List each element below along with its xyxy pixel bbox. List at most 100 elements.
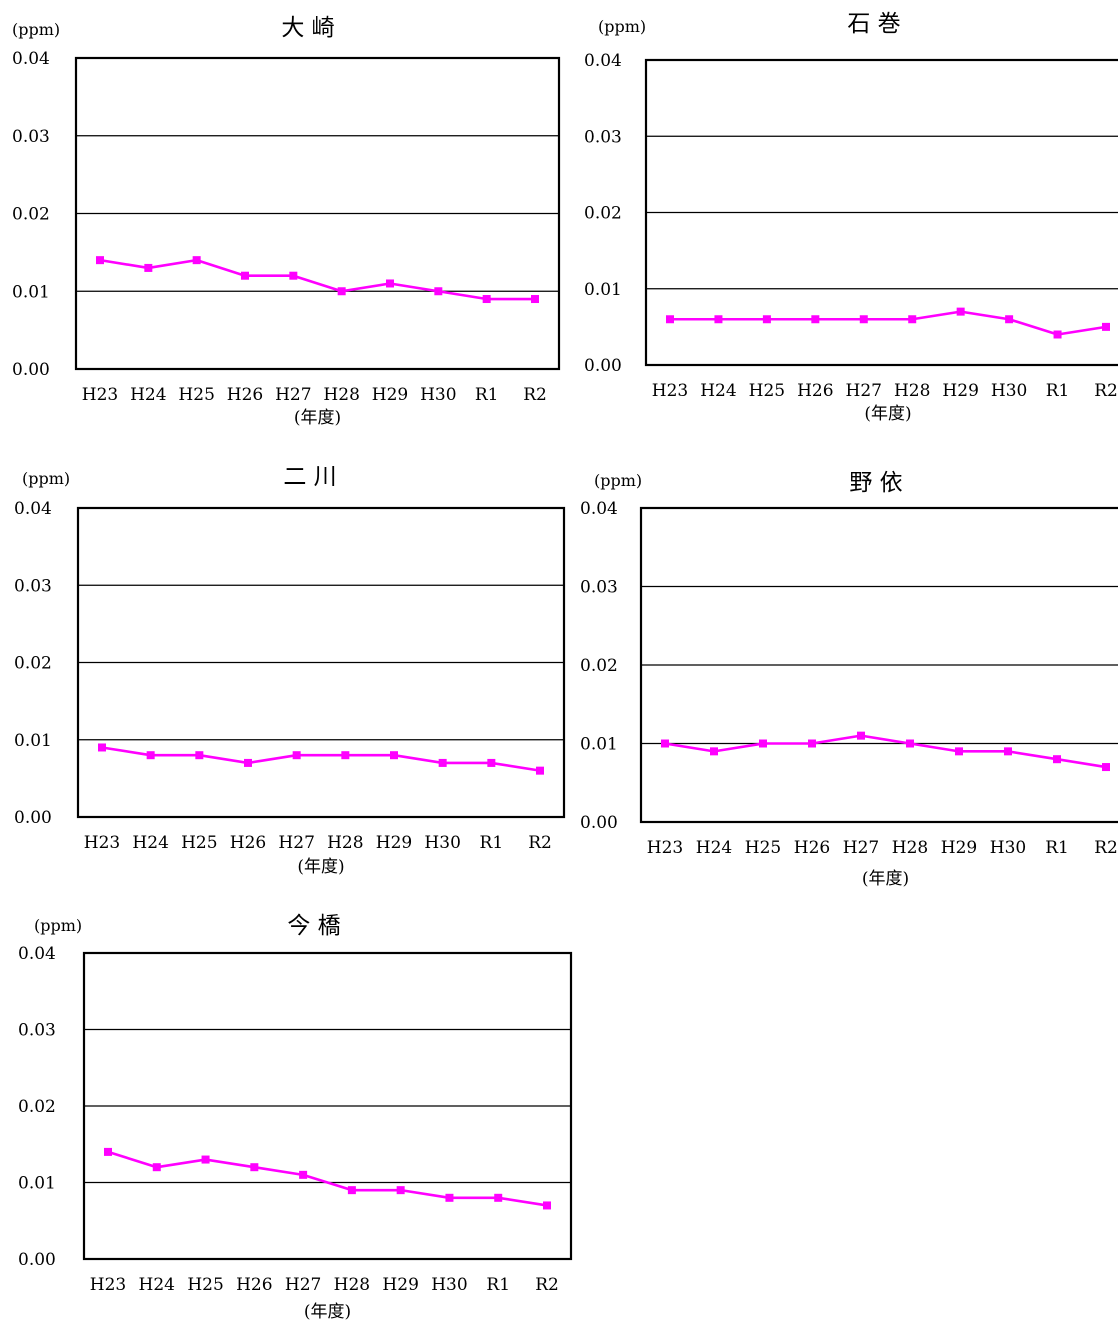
chart-title: 今 橋 — [287, 913, 340, 939]
x-tick-label: H28 — [894, 381, 930, 401]
x-tick-label: H26 — [797, 381, 833, 401]
data-point — [104, 1147, 112, 1156]
data-point — [1005, 315, 1014, 324]
data-point — [811, 315, 820, 324]
data-point — [1004, 747, 1012, 756]
x-tick-label: R2 — [523, 385, 547, 405]
data-point — [292, 751, 301, 760]
data-point — [98, 743, 106, 752]
x-tick-label: H25 — [187, 1275, 223, 1295]
data-point — [434, 287, 443, 296]
y-unit-label: (ppm) — [594, 471, 642, 490]
x-tick-label: R1 — [1045, 838, 1069, 858]
x-tick-label: H24 — [700, 381, 736, 401]
chart-panel-1: 0.00 0.01 0.02 0.03 0.04 大 崎 (ppm) H23 H24 H25 H26… — [12, 15, 561, 428]
series-line — [99, 258, 535, 301]
data-point — [482, 295, 491, 304]
plot-frame — [76, 506, 566, 819]
data-point — [250, 1163, 259, 1172]
y-tick-label: 0.03 — [12, 127, 50, 147]
data-point — [661, 739, 669, 748]
data-point — [244, 758, 252, 767]
x-tick-label: H23 — [90, 1275, 126, 1295]
x-tick-label: H27 — [278, 833, 314, 853]
x-axis-label: (年度) — [862, 869, 909, 889]
y-unit-label: (ppm) — [34, 916, 82, 935]
data-point — [908, 315, 917, 324]
y-tick-label: 0.03 — [18, 1021, 56, 1041]
x-axis-label: (年度) — [304, 1302, 351, 1322]
x-tick-label: R1 — [486, 1275, 510, 1295]
data-point — [1102, 763, 1110, 772]
data-point — [341, 751, 350, 760]
x-tick-label: R1 — [480, 833, 504, 853]
data-point — [808, 739, 816, 748]
y-tick-label: 0.00 — [14, 808, 52, 828]
data-point — [956, 307, 965, 316]
data-point — [666, 315, 674, 324]
y-tick-label: 0.00 — [12, 360, 50, 380]
series-line — [670, 310, 1107, 336]
y-tick-label: 0.00 — [584, 356, 622, 376]
data-point — [146, 751, 155, 760]
data-point — [714, 315, 723, 324]
x-tick-label: H23 — [82, 385, 118, 405]
x-tick-label: H25 — [745, 838, 781, 858]
y-tick-label: 0.01 — [14, 731, 52, 751]
plot-frame — [639, 506, 1118, 824]
x-tick-label: R2 — [1094, 838, 1118, 858]
y-tick-label: 0.04 — [580, 499, 618, 519]
x-tick-label: H27 — [846, 381, 882, 401]
x-tick-label: H24 — [132, 833, 168, 853]
x-tick-label: H26 — [794, 838, 830, 858]
y-tick-label: 0.02 — [12, 205, 50, 225]
y-tick-label: 0.01 — [580, 735, 618, 755]
x-tick-label: H29 — [941, 838, 977, 858]
series-line — [664, 734, 1107, 769]
x-tick-label: H30 — [990, 838, 1026, 858]
x-tick-label: H25 — [181, 833, 217, 853]
data-point — [710, 747, 718, 756]
chart-panel-3: 0.00 0.01 0.02 0.03 0.04 二 川 (ppm) H23 H24 H25 H26… — [14, 464, 566, 877]
x-tick-label: H24 — [139, 1275, 175, 1295]
data-point — [347, 1186, 356, 1195]
series-line — [107, 1150, 548, 1207]
chart-panel-4: 0.00 0.01 0.02 0.03 0.04 野 依 (ppm) H23 H24 H25 H26… — [580, 470, 1118, 889]
x-tick-label: R2 — [1094, 381, 1118, 401]
x-tick-label: H30 — [424, 833, 460, 853]
chart-panel-2: 0.00 0.01 0.02 0.03 0.04 石 巻 (ppm) H23 H24 H25 H26… — [584, 11, 1118, 424]
data-point — [1053, 755, 1061, 764]
y-tick-label: 0.04 — [12, 49, 50, 69]
x-tick-label: R1 — [475, 385, 499, 405]
chart-title: 二 川 — [283, 464, 336, 490]
data-point — [144, 263, 153, 272]
y-tick-label: 0.02 — [580, 656, 618, 676]
data-point — [201, 1155, 210, 1164]
x-tick-label: H26 — [230, 833, 266, 853]
x-tick-label: H27 — [843, 838, 879, 858]
x-tick-label: H28 — [334, 1275, 370, 1295]
x-tick-label: H28 — [323, 385, 359, 405]
x-tick-label: H25 — [178, 385, 214, 405]
x-tick-label: H26 — [227, 385, 263, 405]
data-point — [859, 315, 868, 324]
x-tick-label: H29 — [376, 833, 412, 853]
data-point — [955, 747, 963, 756]
x-axis-label: (年度) — [297, 857, 344, 877]
x-tick-label: H27 — [275, 385, 311, 405]
y-unit-label: (ppm) — [22, 469, 70, 488]
x-axis-label: (年度) — [864, 404, 911, 424]
y-tick-label: 0.03 — [580, 578, 618, 598]
data-point — [96, 256, 104, 265]
data-point — [762, 315, 771, 324]
x-tick-label: H29 — [942, 381, 978, 401]
y-tick-label: 0.01 — [12, 282, 50, 302]
data-point — [445, 1193, 454, 1202]
y-tick-label: 0.04 — [14, 499, 52, 519]
x-tick-label: H28 — [892, 838, 928, 858]
x-tick-label: H30 — [420, 385, 456, 405]
y-tick-label: 0.01 — [18, 1174, 56, 1194]
data-point — [1053, 330, 1062, 339]
x-tick-label: R1 — [1046, 381, 1070, 401]
